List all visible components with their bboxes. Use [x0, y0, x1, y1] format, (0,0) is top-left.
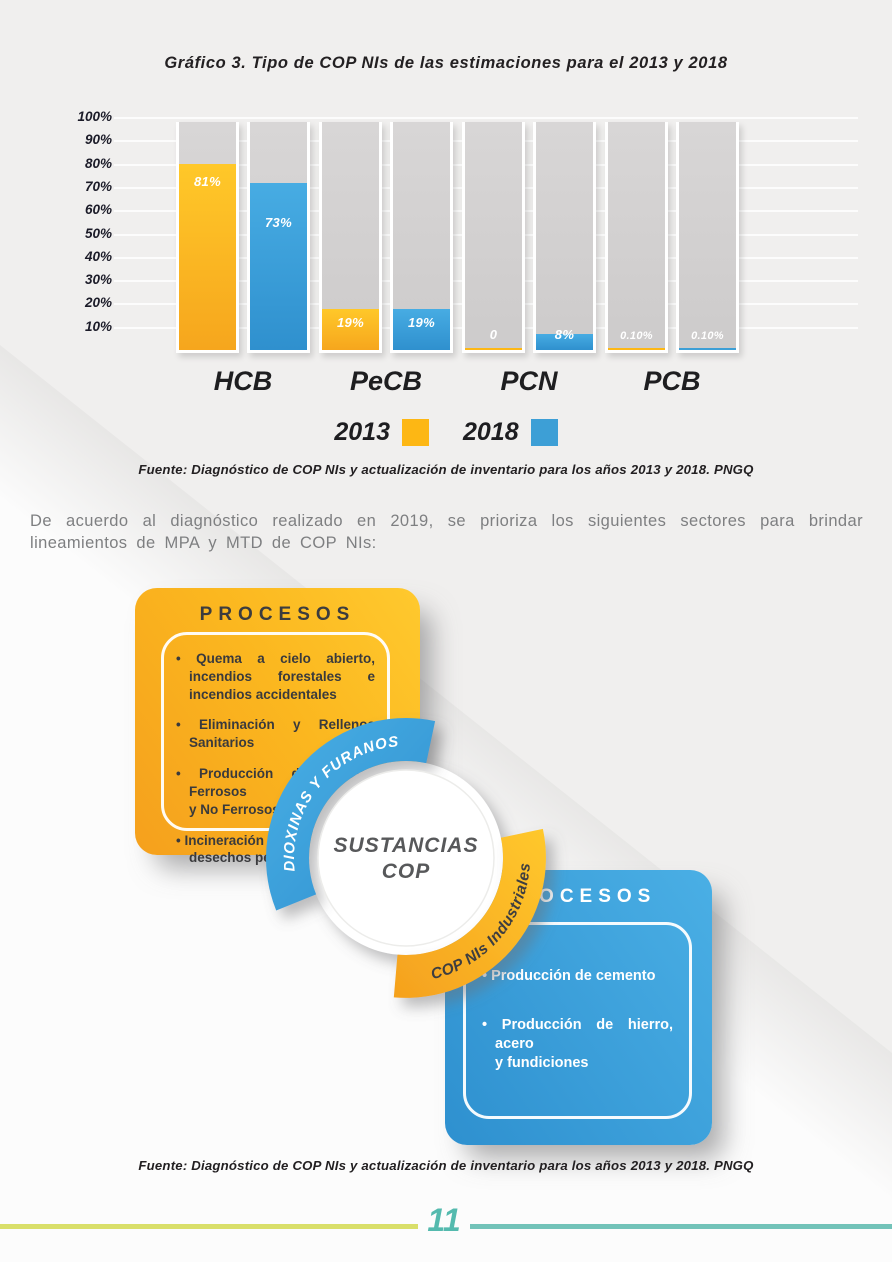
category-label-PeCB: PeCB [349, 366, 423, 396]
bar-2013-HCB: 81% [179, 164, 236, 350]
bar-2018-PeCB: 19% [393, 309, 450, 350]
list-item: Producción de hierro, acero y fundicione… [482, 1016, 673, 1073]
y-axis-tick-label: 20% [84, 295, 112, 311]
legend-item-2018: 2018 [463, 418, 558, 447]
bar-2018-PCB [679, 348, 736, 350]
cop-nis-industrial-arc [393, 828, 546, 998]
center-circle-label-line1: SUSTANCIAS [334, 834, 479, 857]
bar-value-label: 19% [408, 315, 435, 330]
footer-rule-right [470, 1224, 892, 1229]
list-item: Eliminación y Rellenos Sanitarios [176, 716, 375, 752]
bar-backdrop: 8% [533, 122, 596, 353]
footer-rule-left [0, 1224, 418, 1229]
yellow-box-inner-frame: Quema a cielo abierto, incendios foresta… [161, 632, 390, 865]
blue-box-items: Producción de cemento Producción de hierr… [482, 967, 673, 1072]
chart-yticks: 100% 90% 80% 70% 60% 50% 40% 30% 20% 10% [48, 109, 112, 353]
y-axis-tick-label: 100% [77, 109, 112, 124]
bar-2013-PCB [608, 348, 665, 350]
bar-backdrop: 0.10% [605, 122, 668, 353]
body-paragraph: De acuerdo al diagnóstico realizado en 2… [30, 512, 863, 552]
y-axis-tick-label: 70% [84, 178, 112, 194]
bar-value-label: 0 [489, 327, 498, 342]
page-number: 11 [427, 1202, 461, 1238]
chart-plot: 81% 73% 19% 19% 0 8% 0.10% 0.10% [114, 117, 858, 353]
category-label-PCN: PCN [500, 366, 558, 396]
chart-legend: 2013 2018 [0, 418, 892, 447]
legend-label: 2013 [334, 418, 390, 446]
center-circle-label-line2: COP [382, 860, 431, 883]
bar-backdrop: 19% [390, 122, 453, 353]
bar-backdrop: 81% [176, 122, 239, 353]
category-label-HCB: HCB [213, 366, 273, 396]
y-axis-tick-label: 30% [84, 272, 112, 288]
bar-value-label: 81% [194, 174, 221, 189]
chart-category-labels: HCB PeCB PCN PCB [130, 366, 858, 400]
yellow-box-title: PROCESOS [199, 604, 356, 625]
bar-2013-PeCB: 19% [322, 309, 379, 350]
bar-2018-PCN [536, 334, 593, 350]
legend-swatch [402, 419, 429, 446]
gridline [114, 117, 858, 119]
y-axis-tick-label: 50% [84, 225, 112, 241]
bar-backdrop: 0 [462, 122, 525, 353]
bar-backdrop: 73% [247, 122, 310, 353]
bar-value-label: 8% [554, 327, 575, 342]
y-axis-tick-label: 10% [84, 318, 112, 334]
y-axis-tick-label: 80% [84, 155, 112, 171]
substances-cop-rotor: DIOXINAS Y FURANOS COP NIs Industriales … [266, 718, 546, 998]
chart-title: Gráfico 3. Tipo de COP NIs de las estima… [164, 54, 728, 72]
list-item: Producción de cemento [482, 967, 673, 986]
bar-backdrop: 0.10% [676, 122, 739, 353]
blue-box-inner-frame: Producción de cemento Producción de hierr… [463, 922, 692, 1119]
bar-value-label: 19% [337, 315, 364, 330]
diagram-source: Fuente: Diagnóstico de COP NIs y actuali… [138, 1158, 754, 1173]
legend-swatch [530, 419, 558, 446]
bar-value-label: 73% [265, 215, 292, 230]
legend-item-2013: 2013 [334, 418, 429, 447]
bar-2013-PCN [465, 348, 522, 350]
y-axis-tick-label: 60% [84, 202, 112, 218]
center-circle [317, 769, 495, 947]
list-item: Quema a cielo abierto, incendios foresta… [176, 650, 375, 703]
dioxins-furans-arc [266, 718, 436, 911]
y-axis-tick-label: 90% [84, 132, 112, 148]
legend-label: 2018 [463, 418, 519, 446]
bar-value-label: 0.10% [620, 330, 653, 342]
yellow-box-items: Quema a cielo abierto, incendios foresta… [176, 650, 375, 867]
chart-source: Fuente: Diagnóstico de COP NIs y actuali… [138, 462, 754, 477]
bar-backdrop: 19% [319, 122, 382, 353]
category-label-PCB: PCB [643, 366, 701, 396]
bar-value-label: 0.10% [691, 330, 724, 342]
bar-2018-HCB: 73% [250, 183, 307, 350]
y-axis-tick-label: 40% [84, 248, 112, 264]
